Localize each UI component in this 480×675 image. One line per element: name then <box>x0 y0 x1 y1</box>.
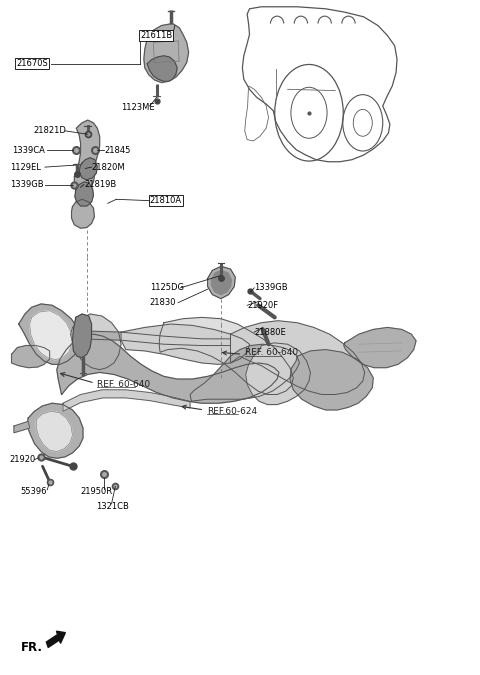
Polygon shape <box>72 314 92 358</box>
Polygon shape <box>74 120 100 193</box>
Polygon shape <box>14 421 30 433</box>
Text: 1339GB: 1339GB <box>254 284 288 292</box>
Text: 21820M: 21820M <box>92 163 125 171</box>
Text: 1125DG: 1125DG <box>151 284 184 292</box>
Text: FR.: FR. <box>21 641 43 654</box>
Polygon shape <box>75 182 94 206</box>
Polygon shape <box>27 403 83 458</box>
Text: 1339CA: 1339CA <box>12 146 46 155</box>
Text: 1129EL: 1129EL <box>10 163 41 171</box>
Text: 21819B: 21819B <box>84 180 116 189</box>
Polygon shape <box>36 411 72 452</box>
Polygon shape <box>12 346 49 368</box>
Polygon shape <box>57 334 279 403</box>
Text: REF. 60-640: REF. 60-640 <box>245 348 298 358</box>
Polygon shape <box>230 321 365 394</box>
Polygon shape <box>344 327 416 368</box>
Text: REF. 60-640: REF. 60-640 <box>97 380 150 389</box>
Polygon shape <box>290 350 373 410</box>
Polygon shape <box>144 24 189 82</box>
Text: 1321CB: 1321CB <box>96 502 129 511</box>
Text: 21920F: 21920F <box>247 301 278 310</box>
Polygon shape <box>159 317 293 394</box>
Polygon shape <box>147 56 177 81</box>
Polygon shape <box>246 343 311 404</box>
Text: 21810A: 21810A <box>150 196 182 205</box>
Polygon shape <box>72 199 95 228</box>
Polygon shape <box>212 271 231 294</box>
Polygon shape <box>190 344 300 401</box>
Text: 21821D: 21821D <box>33 126 66 136</box>
Text: 21920: 21920 <box>9 455 36 464</box>
Text: 21845: 21845 <box>104 146 131 155</box>
Text: 21830: 21830 <box>150 298 176 307</box>
Text: 21950R: 21950R <box>81 487 113 496</box>
Polygon shape <box>30 310 72 360</box>
Text: 1123ME: 1123ME <box>121 103 155 112</box>
Polygon shape <box>208 267 235 298</box>
Text: 1339GB: 1339GB <box>10 180 43 189</box>
Text: 55396: 55396 <box>20 487 47 496</box>
Polygon shape <box>63 390 190 411</box>
Text: 21670S: 21670S <box>16 59 48 68</box>
Polygon shape <box>78 331 230 346</box>
Polygon shape <box>71 314 121 370</box>
Text: REF.60-624: REF.60-624 <box>207 407 257 416</box>
Polygon shape <box>19 304 81 364</box>
Polygon shape <box>79 158 97 180</box>
FancyArrow shape <box>47 631 65 647</box>
Text: 21880E: 21880E <box>254 327 286 337</box>
Polygon shape <box>121 324 250 365</box>
Text: 21611B: 21611B <box>140 31 172 40</box>
